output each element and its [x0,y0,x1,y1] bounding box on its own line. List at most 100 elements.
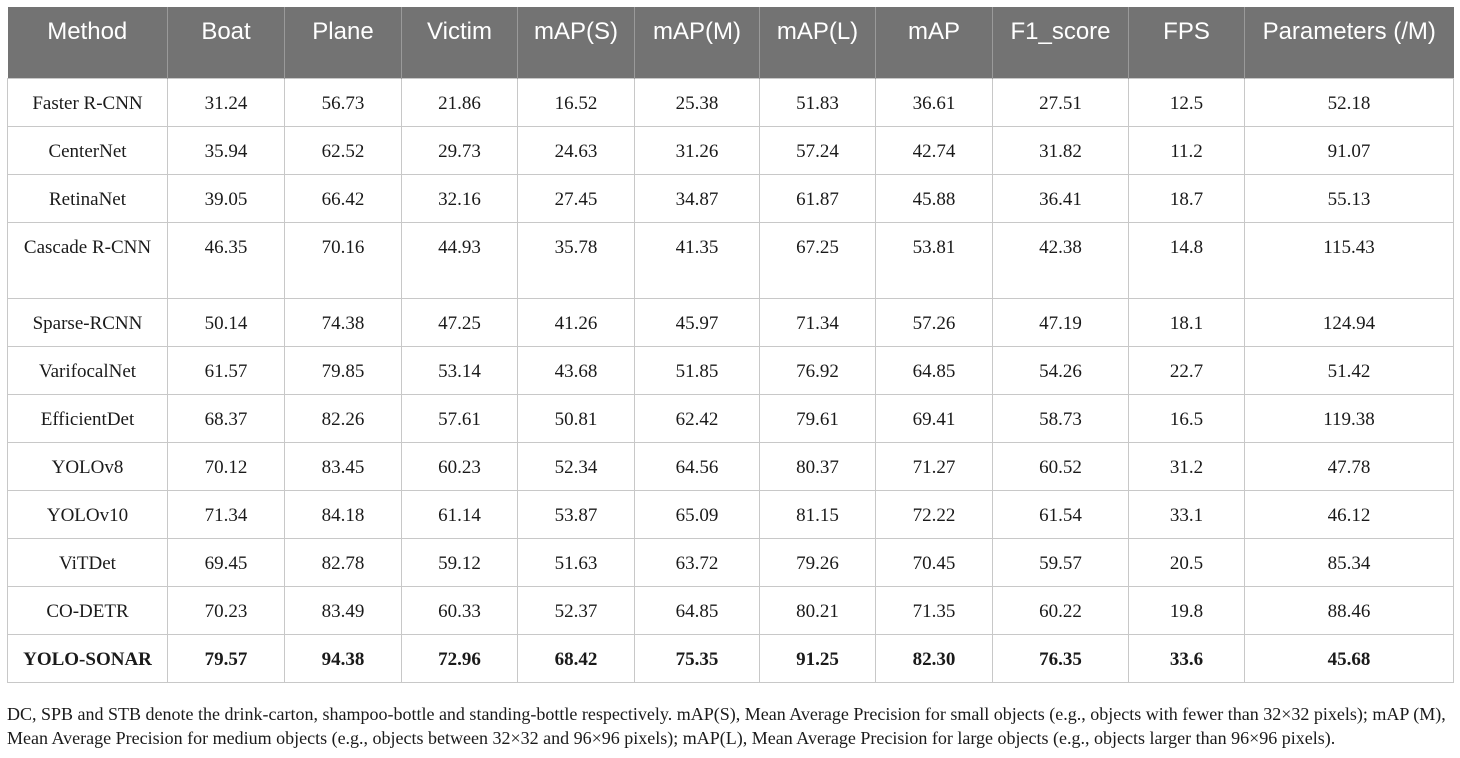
header-row: Method Boat Plane Victim mAP(S) mAP(M) m… [7,7,1454,78]
value-cell: 59.57 [992,537,1129,587]
table-row: VarifocalNet 61.57 79.85 53.14 43.68 51.85 76.… [7,345,1454,395]
header-f1-score: F1_score [992,7,1129,78]
value-cell: 19.8 [1128,585,1245,635]
value-cell: 14.8 [1128,221,1245,299]
method-cell: Sparse-RCNN [7,297,168,347]
method-cell: Faster R-CNN [7,77,168,127]
value-cell: 46.35 [167,221,285,299]
value-cell: 61.57 [167,345,285,395]
method-cell: EfficientDet [7,393,168,443]
header-map: mAP [875,7,993,78]
value-cell: 41.26 [517,297,635,347]
value-cell: 94.38 [284,633,402,683]
value-cell: 72.22 [875,489,993,539]
value-cell: 70.23 [167,585,285,635]
value-cell: 60.33 [401,585,518,635]
value-cell: 45.68 [1244,633,1454,683]
value-cell: 44.93 [401,221,518,299]
value-cell: 80.37 [759,441,876,491]
value-cell: 52.34 [517,441,635,491]
value-cell: 79.85 [284,345,402,395]
value-cell: 83.45 [284,441,402,491]
value-cell: 72.96 [401,633,518,683]
value-cell: 29.73 [401,125,518,175]
value-cell: 27.45 [517,173,635,223]
value-cell: 21.86 [401,77,518,127]
value-cell: 24.63 [517,125,635,175]
value-cell: 47.78 [1244,441,1454,491]
value-cell: 62.42 [634,393,760,443]
value-cell: 34.87 [634,173,760,223]
value-cell: 42.38 [992,221,1129,299]
value-cell: 47.25 [401,297,518,347]
header-boat: Boat [167,7,285,78]
value-cell: 79.26 [759,537,876,587]
table-row: YOLOv8 70.12 83.45 60.23 52.34 64.56 80.37 71.2… [7,441,1454,491]
value-cell: 62.52 [284,125,402,175]
value-cell: 88.46 [1244,585,1454,635]
results-table: Method Boat Plane Victim mAP(S) mAP(M) m… [7,7,1454,683]
value-cell: 68.37 [167,393,285,443]
value-cell: 82.26 [284,393,402,443]
value-cell: 60.22 [992,585,1129,635]
value-cell: 70.45 [875,537,993,587]
value-cell: 18.7 [1128,173,1245,223]
value-cell: 50.14 [167,297,285,347]
value-cell: 16.52 [517,77,635,127]
value-cell: 51.63 [517,537,635,587]
value-cell: 47.19 [992,297,1129,347]
value-cell: 51.83 [759,77,876,127]
value-cell: 71.34 [759,297,876,347]
value-cell: 119.38 [1244,393,1454,443]
value-cell: 12.5 [1128,77,1245,127]
value-cell: 61.54 [992,489,1129,539]
value-cell: 59.12 [401,537,518,587]
header-map-s: mAP(S) [517,7,635,78]
table-header: Method Boat Plane Victim mAP(S) mAP(M) m… [7,7,1454,78]
value-cell: 76.35 [992,633,1129,683]
method-cell: Cascade R-CNN [7,221,168,299]
value-cell: 75.35 [634,633,760,683]
table-row: Cascade R-CNN 46.35 70.16 44.93 35.78 41.35 67… [7,221,1454,299]
value-cell: 91.07 [1244,125,1454,175]
value-cell: 22.7 [1128,345,1245,395]
value-cell: 71.27 [875,441,993,491]
results-table-container: Method Boat Plane Victim mAP(S) mAP(M) m… [7,7,1454,683]
method-cell: ViTDet [7,537,168,587]
value-cell: 85.34 [1244,537,1454,587]
method-cell: YOLO-SONAR [7,633,168,683]
table-row: Sparse-RCNN 50.14 74.38 47.25 41.26 45.97 71.3… [7,297,1454,347]
value-cell: 76.92 [759,345,876,395]
value-cell: 61.87 [759,173,876,223]
value-cell: 60.52 [992,441,1129,491]
value-cell: 33.1 [1128,489,1245,539]
value-cell: 11.2 [1128,125,1245,175]
value-cell: 41.35 [634,221,760,299]
value-cell: 70.16 [284,221,402,299]
value-cell: 67.25 [759,221,876,299]
value-cell: 82.78 [284,537,402,587]
table-row: CO-DETR 70.23 83.49 60.33 52.37 64.85 80.21 71.… [7,585,1454,635]
value-cell: 68.42 [517,633,635,683]
value-cell: 115.43 [1244,221,1454,299]
table-row: YOLO-SONAR 79.57 94.38 72.96 68.42 75.35 91.25… [7,633,1454,683]
value-cell: 36.61 [875,77,993,127]
table-body: Faster R-CNN 31.24 56.73 21.86 16.52 25.38 51.… [7,77,1454,683]
value-cell: 64.85 [875,345,993,395]
value-cell: 46.12 [1244,489,1454,539]
value-cell: 31.26 [634,125,760,175]
value-cell: 91.25 [759,633,876,683]
header-plane: Plane [284,7,402,78]
value-cell: 53.14 [401,345,518,395]
header-method: Method [7,7,168,78]
table-row: EfficientDet 68.37 82.26 57.61 50.81 62.42 79.… [7,393,1454,443]
value-cell: 61.14 [401,489,518,539]
value-cell: 50.81 [517,393,635,443]
value-cell: 36.41 [992,173,1129,223]
value-cell: 52.18 [1244,77,1454,127]
value-cell: 64.85 [634,585,760,635]
method-cell: CO-DETR [7,585,168,635]
table-row: ViTDet 69.45 82.78 59.12 51.63 63.72 79.26 70.4… [7,537,1454,587]
method-cell: YOLOv8 [7,441,168,491]
value-cell: 74.38 [284,297,402,347]
